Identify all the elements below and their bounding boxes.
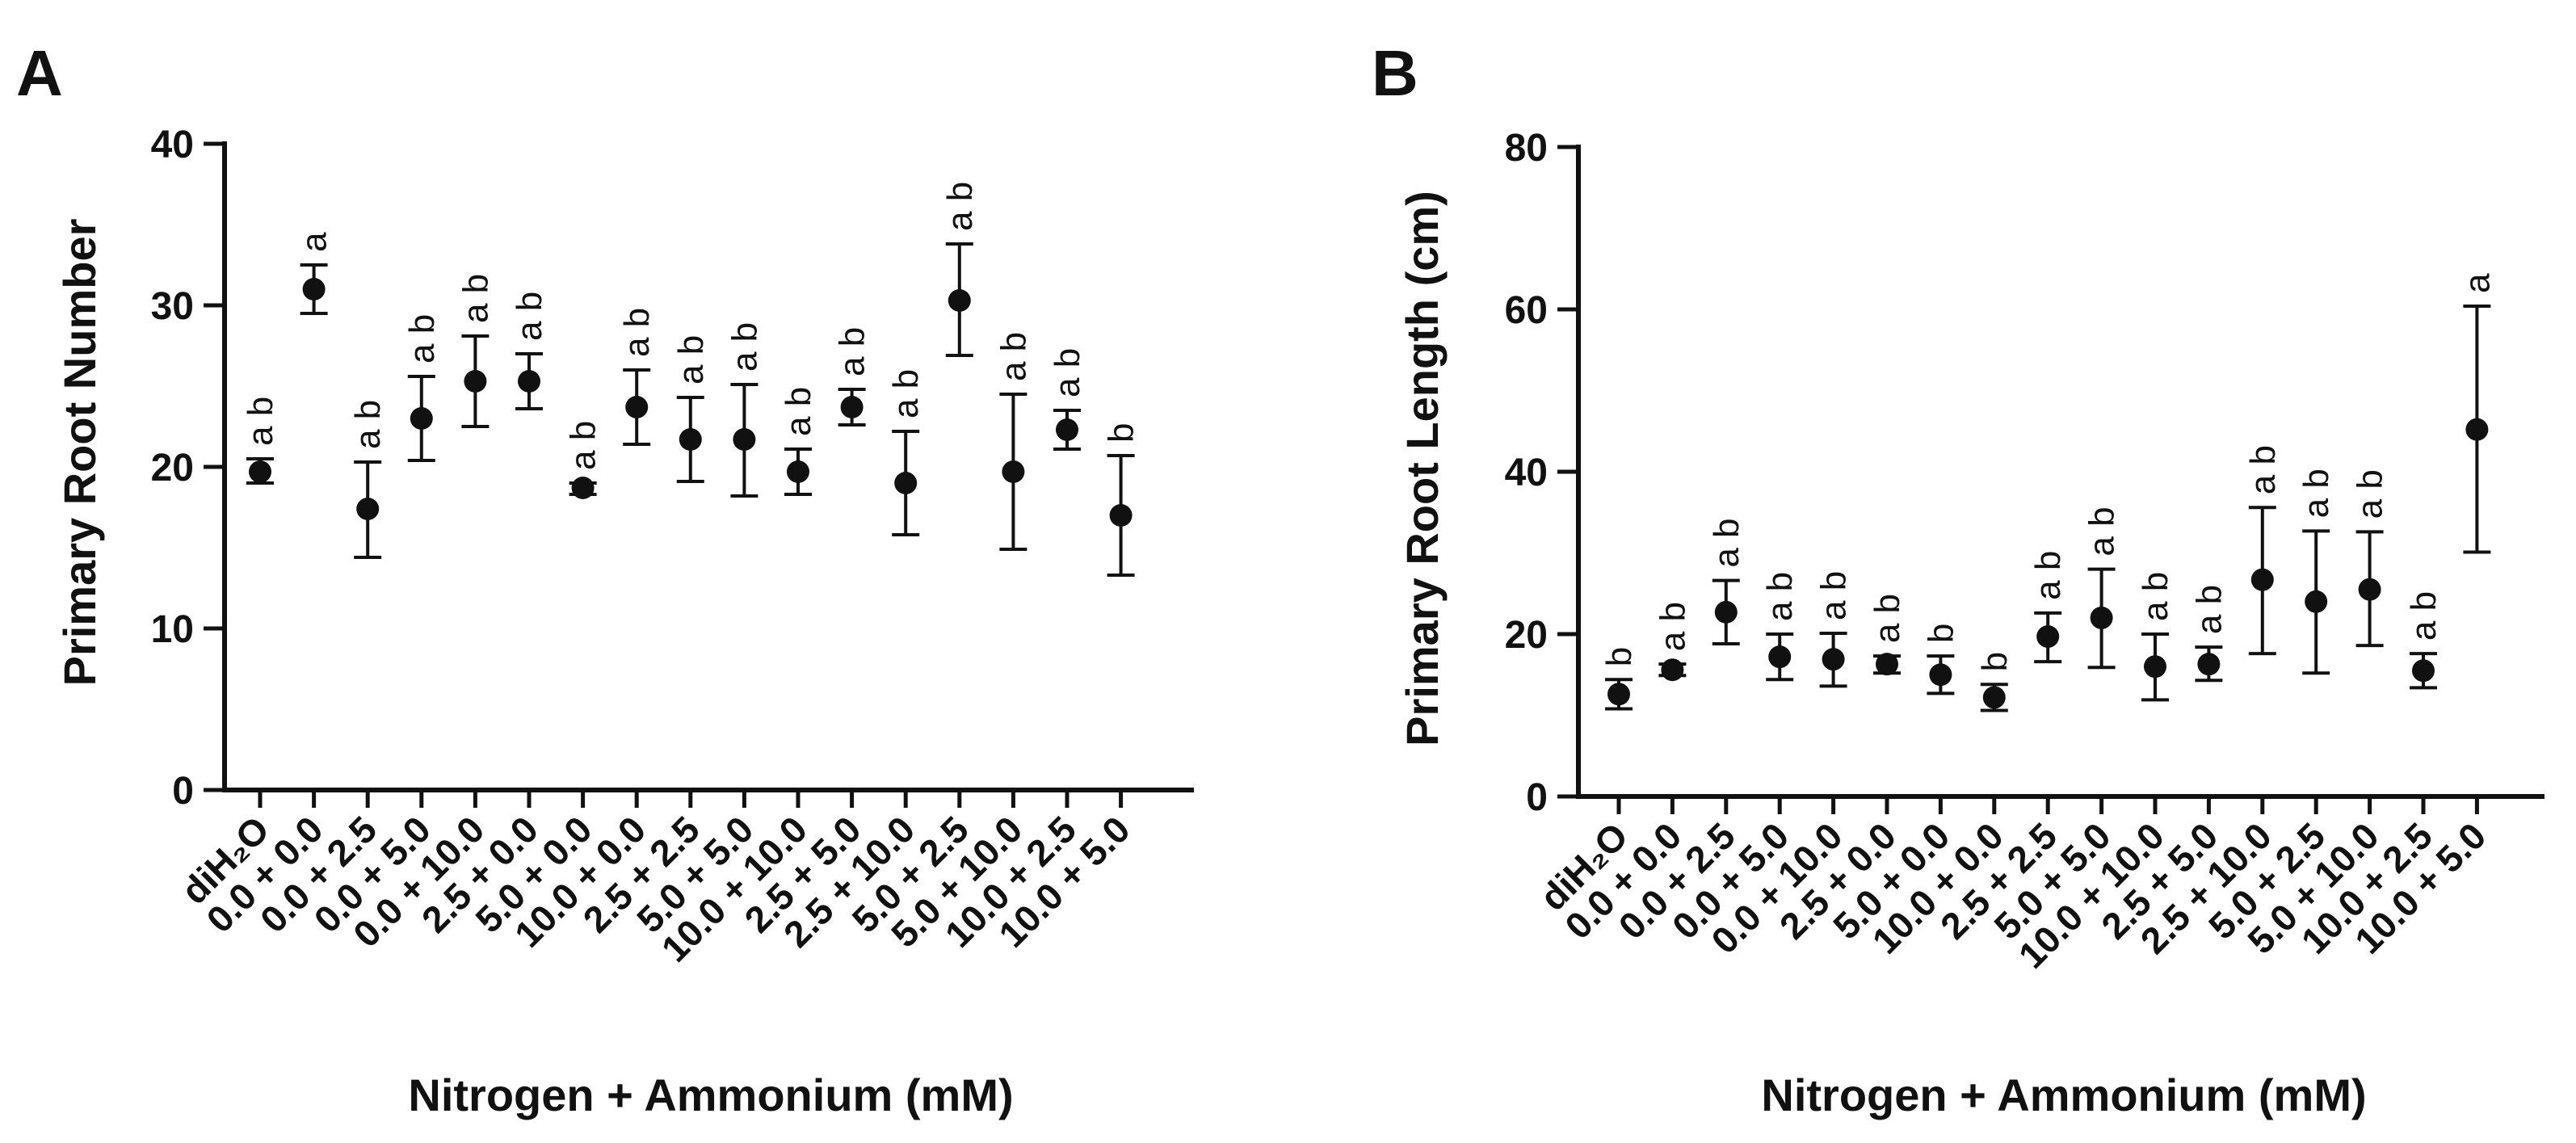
panel-a-data-point xyxy=(1056,418,1078,441)
panel-a-data-point xyxy=(464,370,487,393)
panel-b-significance-letter: a b xyxy=(1707,518,1746,567)
panel-b-significance-letter: a b xyxy=(2351,469,2390,519)
panel-a-data-point xyxy=(787,460,809,483)
panel-a-significance-letter: a b xyxy=(886,369,926,418)
panel-b-data-point xyxy=(2465,418,2489,441)
panel-b-data-point xyxy=(1876,653,1898,676)
panel-b-y-tick-label: 80 xyxy=(1505,127,1548,170)
panel-b-data-point xyxy=(2358,578,2381,601)
panel-b-y-tick-label: 40 xyxy=(1505,452,1548,494)
panel-b-data-point xyxy=(1982,686,2006,709)
panel-a-significance-letter: a b xyxy=(994,332,1033,381)
panel-a-y-tick-label: 40 xyxy=(151,124,194,166)
panel-b-significance-letter: a b xyxy=(2082,506,2122,556)
panel-b-data-point xyxy=(2197,653,2221,676)
panel-a-significance-letter: a b xyxy=(617,308,657,357)
panel-a-x-axis-title: Nitrogen + Ammonium (mM) xyxy=(408,1069,1013,1120)
panel-a-significance-letter: a b xyxy=(348,400,388,449)
panel-a-data-point xyxy=(1109,504,1133,527)
panel-b-data-point xyxy=(1822,648,1845,671)
panel-a-y-tick-label: 20 xyxy=(151,447,194,490)
panel-a-significance-letter: a b xyxy=(671,335,711,385)
panel-a-data-point xyxy=(571,477,595,499)
panel-b-data-point xyxy=(2250,568,2274,591)
panel-a-data-point xyxy=(249,460,271,483)
panel-a-data-point xyxy=(840,396,864,418)
panel-a-data-point xyxy=(733,428,756,451)
panel-a-data-point xyxy=(1002,460,1025,483)
panel-b-chart: B Primary Root Length (cm) Nitrogen + Am… xyxy=(1372,37,2544,1120)
panel-b-y-tick-label: 20 xyxy=(1505,614,1548,657)
panel-b-data-point xyxy=(1714,600,1738,624)
panel-a-y-tick-label: 0 xyxy=(172,770,194,813)
panel-a-data-point xyxy=(518,370,540,393)
panel-a-data-point xyxy=(948,289,971,312)
panel-a-significance-letter: a b xyxy=(725,322,764,372)
panel-b-significance-letter: a b xyxy=(2297,469,2336,518)
panel-a-data-point xyxy=(894,472,918,494)
panel-b-y-tick-label: 60 xyxy=(1505,289,1548,332)
panel-b-significance-letter: a xyxy=(2457,273,2497,293)
panel-b-x-axis-title: Nitrogen + Ammonium (mM) xyxy=(1761,1069,2366,1120)
panel-b-significance-letter: a b xyxy=(1868,594,1907,643)
panel-b-label: B xyxy=(1372,37,1418,109)
panel-b-significance-letter: b xyxy=(1921,624,1960,643)
panel-b-data-point xyxy=(2036,625,2060,649)
panel-a-significance-letter: a xyxy=(295,232,334,252)
panel-a-significance-letter: a b xyxy=(779,387,818,436)
panel-a-data-point xyxy=(356,498,380,520)
panel-a-significance-letter: a b xyxy=(564,421,603,470)
panel-b-significance-letter: a b xyxy=(2136,572,2175,621)
panel-a-significance-letter: a b xyxy=(241,397,280,446)
panel-a-significance-letter: a b xyxy=(510,292,549,341)
panel-b-significance-letter: a b xyxy=(2404,591,2444,641)
panel-b-significance-letter: a b xyxy=(1814,571,1854,620)
panel-a-data-point xyxy=(679,428,702,451)
panel-a-label: A xyxy=(16,37,63,109)
panel-a-data-point xyxy=(410,407,433,430)
panel-b-data-point xyxy=(1661,658,1684,682)
panel-b-y-tick-label: 0 xyxy=(1526,776,1548,819)
panel-a-significance-letter: a b xyxy=(940,182,980,231)
panel-b-significance-letter: a b xyxy=(1760,572,1800,621)
panel-a-y-tick-label: 10 xyxy=(151,608,194,651)
panel-a-significance-letter: a b xyxy=(456,274,495,323)
panel-a-significance-letter: a b xyxy=(833,327,872,376)
panel-a-chart: A Primary Root Number Nitrogen + Ammoniu… xyxy=(16,37,1194,1120)
panel-b-data-point xyxy=(2412,659,2435,683)
panel-b-data-point xyxy=(1768,645,1792,669)
panel-b-significance-letter: a b xyxy=(2028,551,2068,600)
panel-b-y-axis-title: Primary Root Length (cm) xyxy=(1397,191,1448,746)
panel-a-y-tick-label: 30 xyxy=(151,285,194,328)
panel-b-significance-letter: a b xyxy=(2243,445,2283,494)
panel-a-significance-letter: a b xyxy=(402,314,442,363)
panel-a-data-point xyxy=(625,396,649,418)
panel-b-significance-letter: a b xyxy=(1653,602,1692,651)
panel-a-data-point xyxy=(302,278,326,300)
panel-b-data-point xyxy=(2090,606,2113,629)
panel-a-significance-letter: b xyxy=(1102,423,1141,443)
panel-b-significance-letter: b xyxy=(1599,647,1639,666)
panel-b-data-point xyxy=(2144,655,2166,679)
panel-b-data-point xyxy=(2305,590,2328,613)
panel-a-y-axis-title: Primary Root Number xyxy=(54,219,105,687)
panel-b-data-point xyxy=(1607,683,1630,706)
panel-b-significance-letter: a b xyxy=(2189,585,2229,634)
panel-b-data-point xyxy=(1929,663,1952,687)
panel-a-significance-letter: a b xyxy=(1048,348,1087,397)
panel-b-significance-letter: b xyxy=(1975,652,2015,671)
